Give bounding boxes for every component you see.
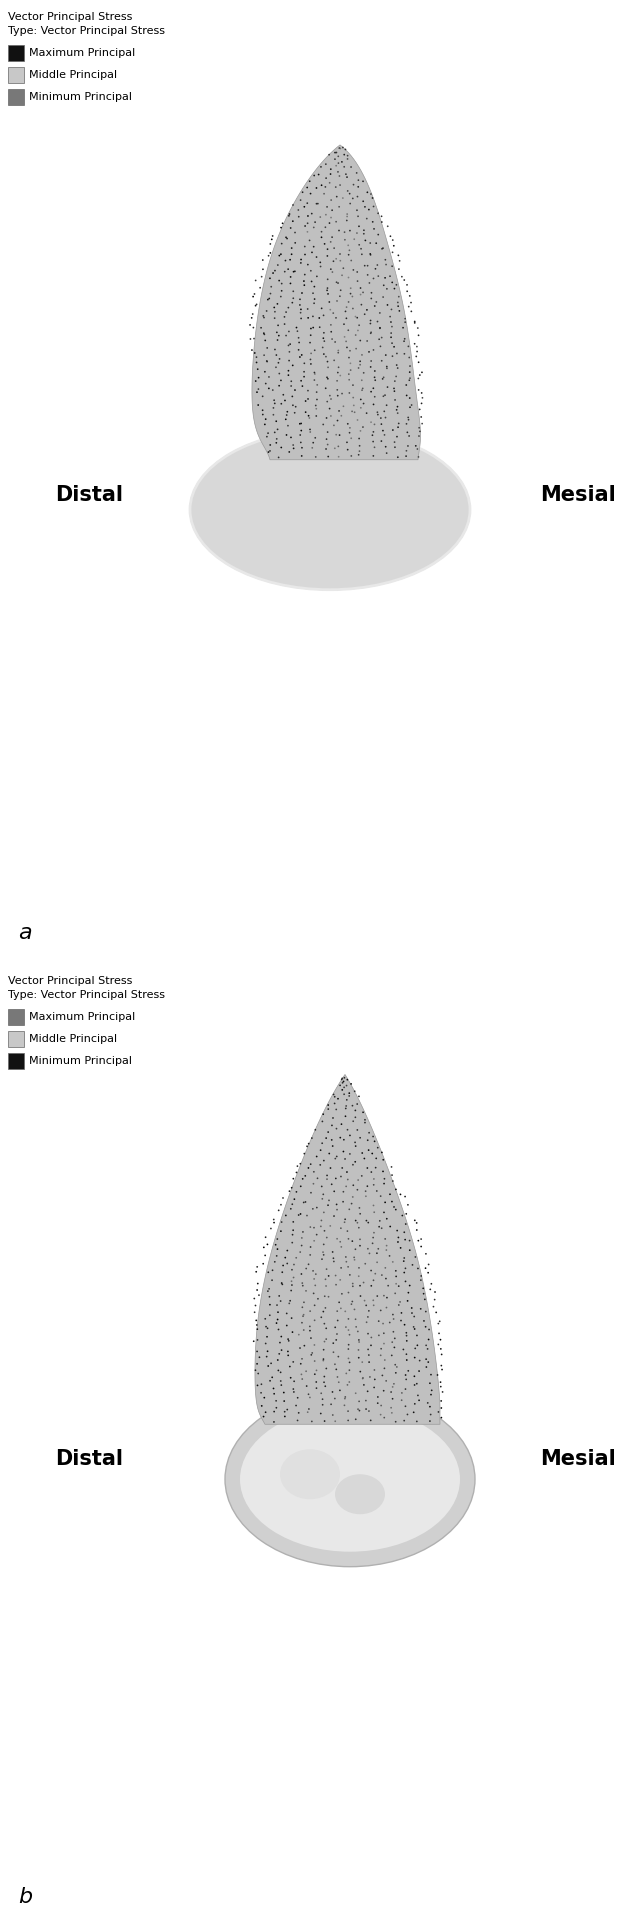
Bar	[8, 68, 24, 83]
Ellipse shape	[190, 430, 470, 590]
Bar	[8, 1032, 24, 1047]
Bar	[8, 44, 24, 62]
Text: Middle Principal: Middle Principal	[29, 1034, 117, 1044]
Text: Mesial: Mesial	[540, 484, 616, 505]
Ellipse shape	[240, 1406, 460, 1551]
Text: Vector Principal Stress: Vector Principal Stress	[8, 976, 132, 986]
Bar	[8, 1009, 24, 1026]
Text: a: a	[18, 922, 31, 943]
Text: Distal: Distal	[55, 1449, 123, 1470]
Text: Distal: Distal	[55, 484, 123, 505]
Text: Minimum Principal: Minimum Principal	[29, 93, 132, 102]
Text: b: b	[18, 1887, 32, 1908]
Polygon shape	[255, 1074, 440, 1424]
Bar	[8, 1053, 24, 1069]
Ellipse shape	[225, 1393, 475, 1566]
Text: Type: Vector Principal Stress: Type: Vector Principal Stress	[8, 990, 165, 1001]
Polygon shape	[252, 145, 420, 459]
Bar	[8, 89, 24, 104]
Ellipse shape	[335, 1474, 385, 1514]
Text: Mesial: Mesial	[540, 1449, 616, 1470]
Text: Vector Principal Stress: Vector Principal Stress	[8, 12, 132, 21]
Text: Middle Principal: Middle Principal	[29, 69, 117, 79]
Text: Minimum Principal: Minimum Principal	[29, 1057, 132, 1067]
Text: Maximum Principal: Maximum Principal	[29, 48, 135, 58]
Text: Maximum Principal: Maximum Principal	[29, 1013, 135, 1022]
Text: Type: Vector Principal Stress: Type: Vector Principal Stress	[8, 25, 165, 37]
Ellipse shape	[280, 1449, 340, 1499]
